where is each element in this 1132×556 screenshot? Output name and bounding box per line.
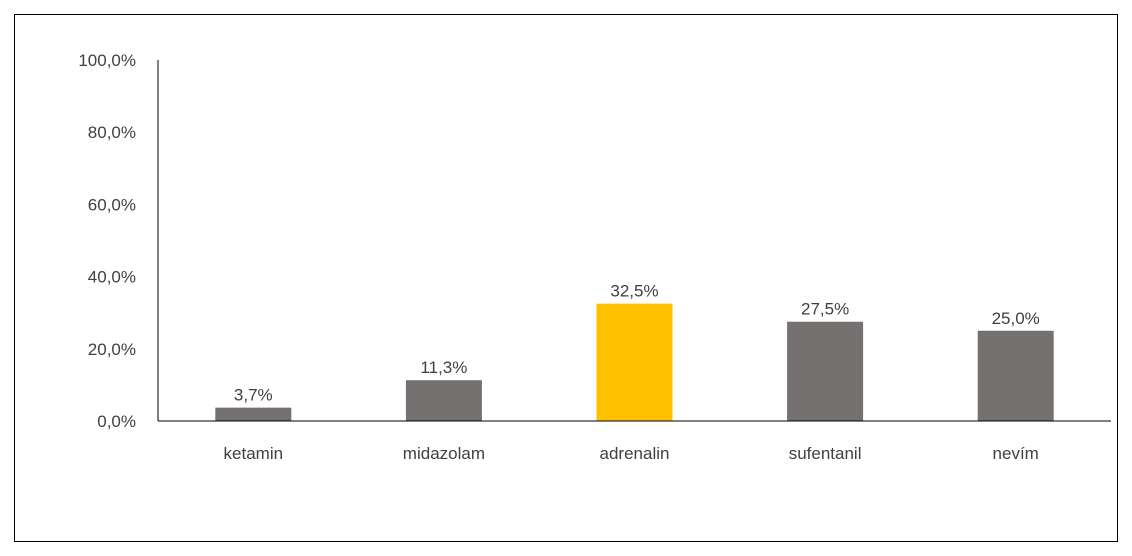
y-axis-tick-labels: 0,0% 20,0% 40,0% 60,0% 80,0% 100,0% bbox=[78, 51, 136, 431]
data-label: 32,5% bbox=[610, 282, 658, 301]
category-label: adrenalin bbox=[600, 444, 670, 463]
data-label: 3,7% bbox=[234, 386, 273, 405]
data-label: 25,0% bbox=[992, 309, 1040, 328]
data-label: 27,5% bbox=[801, 300, 849, 319]
y-tick-label: 60,0% bbox=[88, 195, 136, 214]
bars bbox=[215, 303, 1054, 421]
bar-3 bbox=[596, 303, 673, 421]
category-label: nevím bbox=[993, 444, 1039, 463]
y-tick-label: 40,0% bbox=[88, 268, 136, 287]
bar-5 bbox=[977, 330, 1054, 421]
category-label: ketamin bbox=[224, 444, 284, 463]
chart-frame bbox=[14, 14, 1118, 542]
y-tick-label: 20,0% bbox=[88, 340, 136, 359]
category-label: midazolam bbox=[403, 444, 485, 463]
data-labels: 3,7% 11,3% 32,5% 27,5% 25,0% bbox=[234, 282, 1040, 405]
category-label: sufentanil bbox=[789, 444, 862, 463]
bar-1 bbox=[215, 407, 292, 421]
bar-2 bbox=[405, 380, 482, 421]
y-tick-label: 100,0% bbox=[78, 51, 136, 70]
y-tick-label: 80,0% bbox=[88, 123, 136, 142]
bar-4 bbox=[787, 321, 864, 421]
axes bbox=[157, 60, 1111, 422]
category-labels: ketamin midazolam adrenalin sufentanil nevím bbox=[224, 444, 1039, 463]
y-tick-label: 0,0% bbox=[97, 412, 136, 431]
data-label: 11,3% bbox=[420, 358, 467, 377]
